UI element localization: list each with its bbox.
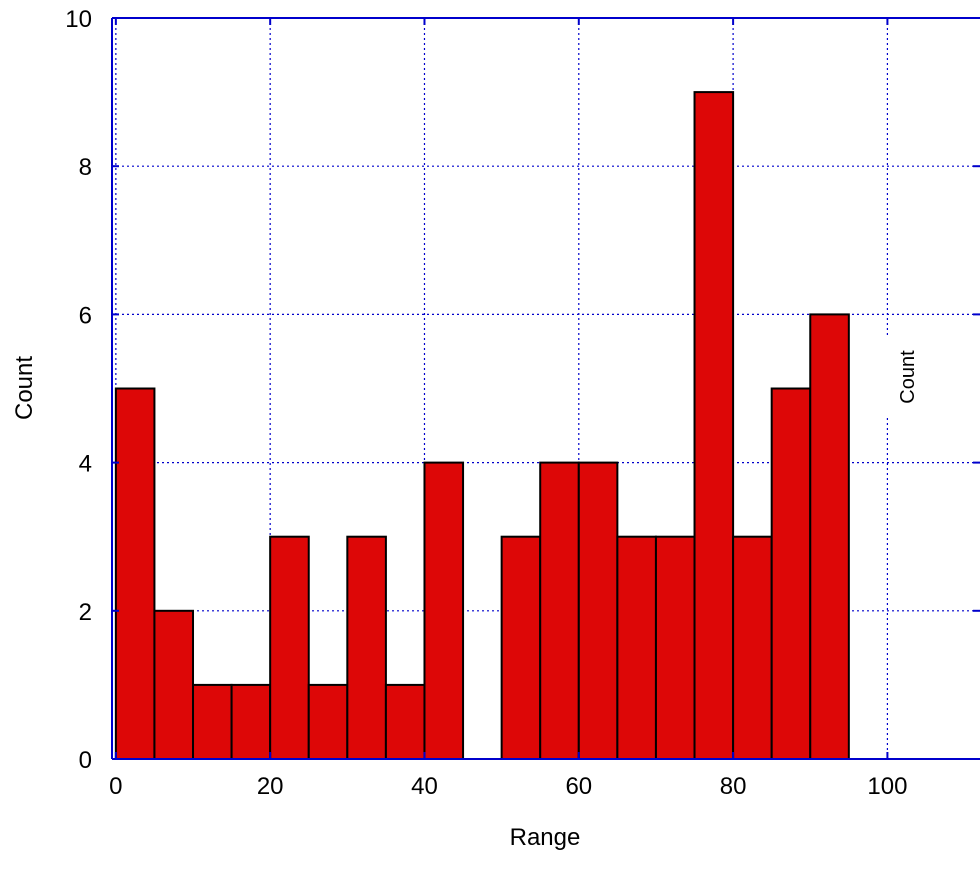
x-tick-label: 0 bbox=[109, 773, 122, 800]
y-tick-label: 6 bbox=[79, 302, 92, 329]
histogram-bar bbox=[539, 461, 580, 760]
histogram-bar bbox=[192, 683, 233, 761]
y-tick-label: 2 bbox=[79, 599, 92, 626]
y-tick-label: 4 bbox=[79, 451, 92, 478]
y-tick-label: 8 bbox=[79, 154, 92, 181]
annotation-text: Count bbox=[897, 350, 919, 404]
x-tick-label: 80 bbox=[720, 773, 747, 800]
tick-labels: 0 20 40 60 80 100 0 2 4 6 8 10 bbox=[65, 6, 980, 800]
x-axis-title: Range bbox=[510, 824, 581, 851]
y-tick-label: 0 bbox=[79, 747, 92, 774]
histogram-bar bbox=[654, 535, 696, 761]
plot-frame bbox=[111, 17, 980, 760]
histogram-bar bbox=[153, 609, 195, 760]
histogram-bar bbox=[693, 91, 735, 761]
histogram-bar bbox=[500, 535, 542, 761]
histogram-bar bbox=[269, 535, 310, 761]
histogram-bar bbox=[114, 387, 156, 760]
x-tick-label: 20 bbox=[257, 773, 284, 800]
histogram-bar bbox=[307, 683, 349, 761]
x-tick-label: 100 bbox=[867, 773, 907, 800]
histogram-bar bbox=[384, 683, 426, 761]
annotation-background bbox=[883, 335, 931, 418]
histogram-bar bbox=[346, 535, 387, 761]
histogram-bar bbox=[577, 461, 619, 760]
y-axis-title: Count bbox=[11, 356, 38, 420]
histogram-bar bbox=[809, 313, 850, 760]
histogram-bar bbox=[732, 535, 773, 761]
histogram-bar bbox=[616, 535, 657, 761]
y-tick-label: 10 bbox=[65, 6, 92, 33]
histogram-bar bbox=[230, 683, 272, 761]
annotation-label: Count bbox=[883, 335, 931, 418]
histogram-bar bbox=[423, 461, 465, 760]
x-tick-label: 40 bbox=[411, 773, 438, 800]
histogram-bar bbox=[770, 387, 812, 760]
histogram-bars bbox=[114, 91, 850, 761]
x-tick-label: 60 bbox=[565, 773, 592, 800]
